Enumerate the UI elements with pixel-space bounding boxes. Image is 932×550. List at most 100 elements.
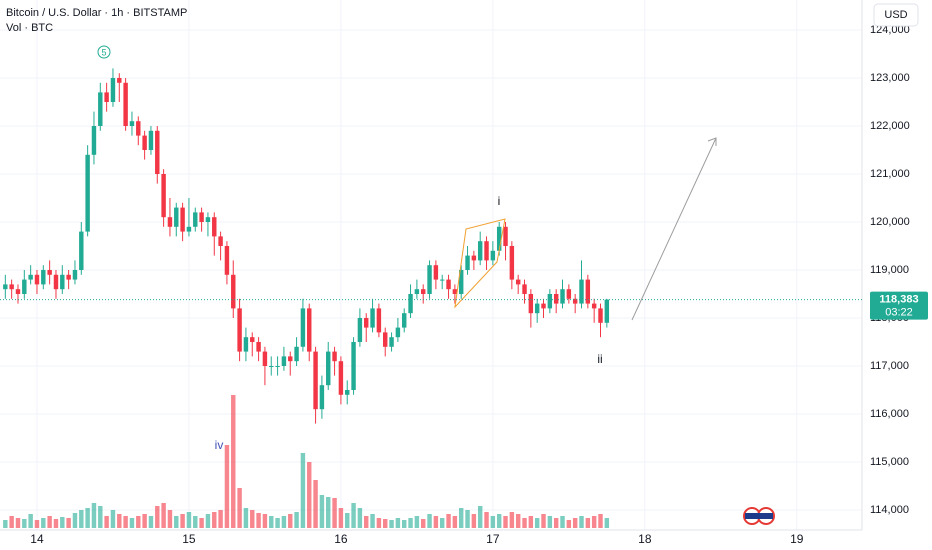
volume-bar — [534, 518, 540, 528]
volume-bar — [231, 395, 236, 528]
volume-bar — [446, 514, 451, 528]
wave-label: 5 — [101, 47, 106, 57]
volume-bar — [300, 453, 306, 528]
candle-body — [136, 121, 141, 136]
volume-bar — [117, 514, 122, 528]
candle-body — [41, 269, 46, 285]
volume-bar — [364, 516, 369, 528]
candle-body — [250, 337, 255, 342]
candle-body — [98, 92, 103, 126]
candle-body — [91, 125, 97, 155]
candle-body — [471, 255, 477, 261]
volume-bar — [167, 510, 173, 528]
candle-body — [53, 274, 59, 290]
candle-body — [389, 337, 394, 347]
candle-body — [104, 92, 109, 102]
volume-bar — [332, 498, 337, 528]
volume-bar — [193, 516, 198, 528]
candle-body — [553, 293, 559, 304]
volume-bar — [490, 516, 496, 528]
volume-bar — [465, 510, 470, 528]
volume-bar — [503, 516, 508, 528]
candle-body — [123, 82, 128, 126]
candle-body — [604, 299, 610, 323]
volume-bar — [389, 520, 394, 528]
volume-bar — [395, 518, 401, 528]
candle-body — [262, 351, 268, 366]
candle-body — [484, 241, 489, 261]
candle-body — [572, 298, 578, 304]
candle-body — [79, 231, 84, 270]
volume-bar — [66, 518, 71, 528]
volume-title: Vol · BTC — [6, 22, 54, 34]
candle-body — [332, 351, 337, 362]
candle-body — [547, 293, 553, 309]
candle-body — [60, 274, 65, 290]
volume-bar — [591, 516, 597, 528]
volume-bar — [129, 518, 135, 528]
volume-bar — [357, 508, 363, 528]
volume-bar — [496, 514, 502, 528]
candle-body — [376, 308, 382, 333]
candle-body — [591, 303, 597, 309]
candle-body — [566, 289, 572, 299]
candle-body — [300, 308, 306, 347]
volume-bar — [509, 512, 515, 528]
y-tick-label: 119,000 — [870, 264, 909, 276]
y-tick-label: 123,000 — [870, 72, 910, 84]
volume-bar — [47, 516, 52, 528]
volume-bar — [427, 514, 432, 528]
candle-body — [180, 207, 185, 232]
currency-button[interactable] — [873, 3, 919, 27]
candle-body — [224, 245, 230, 275]
last-price-label: 118,383 — [879, 294, 918, 306]
volume-bar — [142, 514, 147, 528]
candle-body — [515, 279, 521, 285]
candle-body — [433, 265, 439, 280]
candle-body — [446, 279, 451, 290]
volume-bar — [34, 520, 40, 528]
currency-label[interactable]: USD — [884, 9, 907, 21]
volume-bar — [579, 516, 584, 528]
volume-bar — [515, 514, 521, 528]
volume-bar — [566, 520, 572, 528]
candle-body — [243, 337, 249, 352]
candle-body — [427, 265, 432, 294]
volume-bar — [528, 516, 534, 528]
volume-bar — [433, 516, 439, 528]
y-tick-label: 115,000 — [870, 456, 909, 468]
volume-bar — [383, 519, 388, 528]
candle-body — [313, 351, 318, 410]
volume-bar — [408, 518, 413, 528]
volume-bar — [91, 503, 97, 528]
x-tick-label: 17 — [486, 532, 500, 546]
candle-body — [9, 284, 14, 290]
candle-body — [275, 365, 280, 367]
candle-body — [585, 279, 591, 304]
volume-bar — [288, 514, 293, 528]
candle-body — [218, 236, 223, 246]
candle-body — [3, 284, 8, 290]
wave-circle — [97, 45, 111, 59]
candle-body — [167, 217, 173, 227]
volume-bar — [186, 512, 192, 528]
volume-bar — [553, 518, 559, 528]
volume-bar — [598, 514, 603, 528]
candle-body — [420, 289, 426, 294]
logo-band — [745, 513, 773, 519]
header: Bitcoin / U.S. Dollar · 1h · BITSTAMP Vo… — [6, 6, 187, 36]
volume-bar — [585, 518, 591, 528]
candle-body — [34, 274, 40, 285]
wave-label: ii — [597, 352, 602, 366]
candle-body — [281, 356, 287, 366]
candle-body — [496, 226, 502, 251]
candle-body — [15, 289, 21, 294]
volume-bar — [123, 516, 128, 528]
volume-bar — [376, 518, 382, 528]
candle-body — [129, 121, 135, 126]
candle-body — [395, 327, 401, 338]
volume-bar — [28, 514, 33, 528]
volume-bar — [9, 516, 14, 528]
volume-bar — [547, 516, 553, 528]
